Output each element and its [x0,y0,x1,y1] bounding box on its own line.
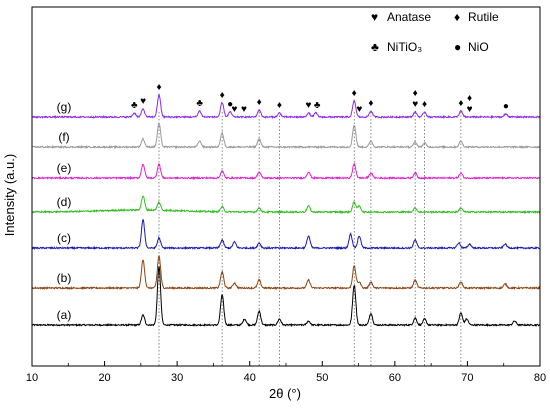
series-line [31,195,541,215]
legend-label-anatase: Anatase [387,10,431,24]
legend-symbol-nio: ● [454,40,461,54]
series-label: (d) [57,195,72,209]
series-labels: (a) (b) (c) (d) (e) (f) (g) [57,100,72,322]
phase-marker: ♥ [232,104,238,115]
x-tick-label: 20 [98,372,110,384]
x-tick-label: 60 [389,372,401,384]
phase-marker: ● [227,99,233,110]
x-tick-label: 80 [534,372,546,384]
phase-marker: ♦ [220,90,225,101]
phase-marker: ♥ [140,96,146,107]
series-line [31,162,540,181]
x-axis-label: 2θ (°) [269,386,301,401]
phase-marker: ♦ [422,99,427,110]
phase-marker: ♦ [458,98,463,109]
legend-symbol-anatase: ♥ [371,10,378,24]
phase-marker: ♦ [257,97,262,108]
phase-marker: ♦ [368,98,373,109]
series-label: (b) [57,271,72,285]
x-tick-label: 40 [244,372,256,384]
phase-marker: ♦ [352,88,357,99]
x-tick-label: 70 [461,372,473,384]
phase-marker: ♦ [467,93,472,104]
phase-marker: ♥ [241,104,247,115]
series-line [31,265,541,328]
x-axis-ticks: 10 20 30 40 50 60 70 80 [26,361,546,384]
phase-marker: ♥ [306,100,312,111]
phase-marker: ♣ [314,100,321,111]
series-lines [31,93,541,328]
phase-marker: ♥ [412,99,418,110]
x-tick-label: 50 [316,372,328,384]
series-line [31,93,540,120]
plot-frame [31,6,541,367]
phase-marker: ● [503,101,509,112]
legend-symbol-rutile: ♦ [454,10,460,24]
series-label: (e) [57,161,72,175]
series-label: (f) [58,130,69,144]
reference-lines [158,112,462,366]
legend-label-nio: NiO [468,40,489,54]
phase-marker: ♦ [413,88,418,99]
phase-marker: ♦ [156,82,161,93]
x-tick-label: 30 [171,372,183,384]
series-label: (a) [57,308,72,322]
legend-label-rutile: Rutile [468,10,499,24]
series-label: (c) [57,231,71,245]
phase-markers: ♣ ♥♦♣♦●♥ ♥♦ ♦ ♥ ♣♦♥♦ ♥♦♦ ♦♥♦● [131,82,509,115]
phase-marker: ♣ [131,100,138,111]
legend-symbol-nitio3: ♣ [371,40,379,54]
phase-marker: ♥ [356,104,362,115]
y-axis-label: Intensity (a.u.) [2,154,17,236]
phase-marker: ♥ [467,104,473,115]
legend: ♥ Anatase ♦ Rutile ♣ NiTiO₃ ● NiO [371,10,499,54]
series-label: (g) [57,100,72,114]
series-line [31,218,540,251]
x-tick-label: 10 [26,372,38,384]
series-line [31,254,541,291]
phase-marker: ♣ [196,98,203,109]
legend-label-nitio3: NiTiO₃ [387,40,422,54]
phase-marker: ♦ [277,100,282,111]
series-line [31,122,541,150]
